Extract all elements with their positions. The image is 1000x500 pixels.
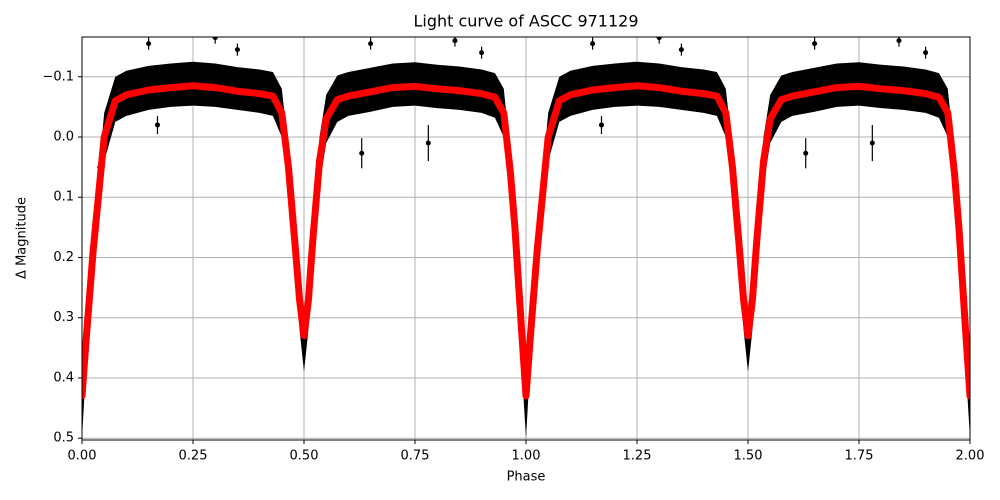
x-tick-label: 1.00 [512, 449, 541, 464]
x-tick-label: 2.00 [956, 449, 985, 464]
x-axis-label: Phase [507, 470, 546, 485]
y-tick-label: 0.0 [53, 129, 74, 144]
x-tick-label: 0.25 [179, 449, 208, 464]
data-point [212, 37, 218, 41]
x-tick-label: 0.75 [401, 449, 430, 464]
data-point [590, 41, 596, 47]
x-tick-label: 0.50 [290, 449, 319, 464]
y-tick-label: 0.4 [53, 370, 74, 385]
plot-area [82, 37, 970, 439]
data-point [598, 122, 604, 128]
y-tick-label: 0.5 [53, 431, 74, 446]
x-tick-label: 1.75 [845, 449, 874, 464]
y-tick-label: 0.2 [53, 250, 74, 265]
data-point [234, 47, 240, 53]
data-point [869, 140, 875, 146]
data-point [146, 41, 152, 47]
data-point [452, 38, 458, 44]
y-tick-label: 0.3 [53, 310, 74, 325]
x-tick-label: 1.50 [734, 449, 763, 464]
data-point [896, 38, 902, 44]
data-point [425, 140, 431, 146]
data-point [479, 50, 485, 56]
x-tick-label: 1.25 [623, 449, 652, 464]
data-point [923, 50, 929, 56]
plot-frame [81, 36, 971, 441]
y-tick-label: 0.1 [53, 190, 74, 205]
data-point [803, 150, 809, 156]
y-axis-label: Δ Magnitude [15, 197, 30, 279]
x-tick-label: 0.00 [68, 449, 97, 464]
data-band [82, 61, 970, 439]
data-point [154, 122, 160, 128]
data-point [368, 41, 374, 47]
data-point [812, 41, 818, 47]
chart-title: Light curve of ASCC 971129 [413, 12, 638, 31]
data-point [359, 150, 365, 156]
y-tick-label: −0.1 [42, 69, 74, 84]
data-point [678, 47, 684, 53]
model-curve [82, 82, 970, 400]
data-point [656, 37, 662, 41]
